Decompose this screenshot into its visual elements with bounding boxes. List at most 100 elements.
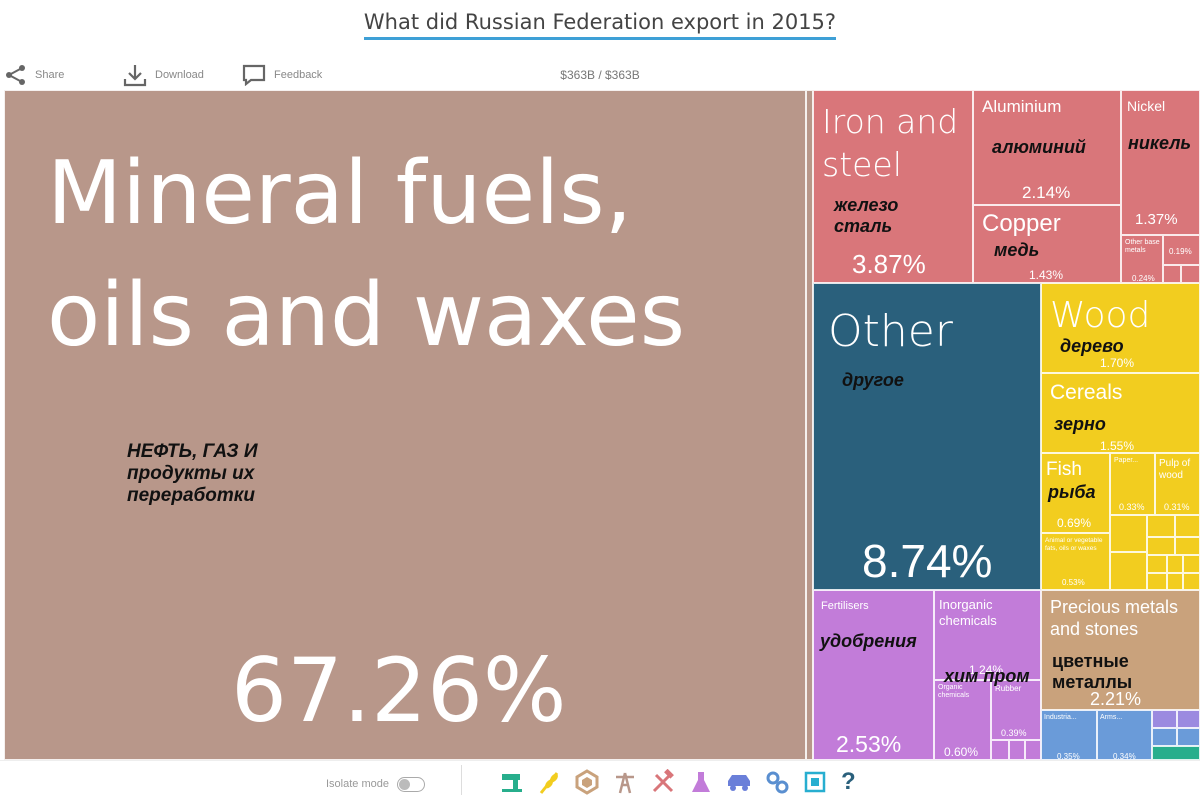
tile-fertilisers-pct: 2.53% (836, 731, 902, 757)
annotation-precious: цветные металлы (1052, 651, 1133, 692)
annotation-iron: железо сталь (834, 195, 899, 236)
transportation-icon[interactable] (726, 769, 752, 795)
share-icon (6, 65, 25, 85)
tile-other-label: Other (828, 306, 953, 357)
annotation-nickel: никель (1128, 133, 1192, 153)
tile-other-base-metals[interactable]: Other base metals 0.24% (1121, 235, 1163, 283)
tile-yellow-11[interactable] (1167, 573, 1183, 590)
tile-purple-small-3[interactable] (1025, 740, 1041, 760)
machines-icon[interactable] (764, 769, 790, 795)
tile-inorganic-chemicals[interactable]: Inorganic chemicals 1.24% (934, 590, 1041, 680)
tile-pulp-wood[interactable]: Pulp of wood 0.31% (1155, 453, 1200, 515)
tile-iron-steel[interactable]: Iron and steel железо сталь 3.87% (813, 90, 973, 283)
tile-industrial-label: Industria... (1044, 714, 1077, 721)
tile-copper-pct: 1.43% (1029, 268, 1064, 282)
tile-arms-pct: 0.34% (1113, 752, 1136, 760)
annotation-fish: рыба (1048, 482, 1096, 502)
tile-pulp-label: Pulp of wood (1159, 458, 1191, 481)
tile-pulp-pct: 0.31% (1164, 502, 1190, 512)
annotation-copper: медь (994, 240, 1040, 260)
feedback-button[interactable]: Feedback (242, 62, 322, 88)
tile-paper[interactable]: Paper... 0.33% (1110, 453, 1155, 515)
tile-wood[interactable]: Wood дерево 1.70% (1041, 283, 1200, 373)
tile-nickel[interactable]: Nickel никель 1.37% (1121, 90, 1200, 235)
tile-arms-label: Arms... (1100, 714, 1123, 721)
tile-fish[interactable]: Fish рыба 0.69% (1041, 453, 1110, 533)
tile-yellow-1[interactable] (1110, 515, 1147, 552)
tile-yellow-6[interactable] (1110, 552, 1147, 590)
export-total: $363B / $363B (560, 68, 640, 82)
tile-small-metal[interactable]: 0.19% (1163, 235, 1200, 265)
tile-yellow-3[interactable] (1175, 515, 1200, 537)
tile-wood-label: Wood (1050, 295, 1151, 336)
tile-aluminium-pct: 2.14% (1022, 183, 1071, 202)
tile-animal-fats[interactable]: Animal or vegetable fats, oils or waxes … (1041, 533, 1110, 590)
tile-yellow-2[interactable] (1147, 515, 1175, 537)
tile-purple-small-2[interactable] (1009, 740, 1025, 760)
tile-yellow-4[interactable] (1147, 537, 1175, 555)
tile-yellow-8[interactable] (1167, 555, 1183, 573)
tile-other[interactable]: Other другое 8.74% (813, 283, 1041, 590)
tile-organic-chemicals[interactable]: Organic chemicals 0.60% (934, 680, 991, 760)
tile-fertilisers[interactable]: Fertilisers удобрения 2.53% (813, 590, 934, 760)
tile-cereals-pct: 1.55% (1100, 439, 1135, 453)
annotation-other: другое (842, 370, 904, 390)
download-icon (123, 65, 147, 87)
tile-purple-light-2[interactable] (1177, 710, 1200, 728)
tile-iron-steel-pct: 3.87% (852, 249, 926, 279)
tile-precious-label: Precious metals and stones (1050, 597, 1179, 639)
tile-organic-pct: 0.60% (944, 745, 979, 759)
annotation-mineral: НЕФТЬ, ГАЗ И продукты их переработки (127, 441, 258, 506)
tile-yellow-5[interactable] (1175, 537, 1200, 555)
tile-blue-small-1[interactable] (1152, 728, 1177, 746)
tile-inorganic-pct: 1.24% (969, 663, 1004, 677)
tile-cereals[interactable]: Cereals зерно 1.55% (1041, 373, 1200, 453)
annotation-inorganic: хим пром (944, 666, 1030, 686)
tile-aluminium[interactable]: Aluminium алюминий 2.14% (973, 90, 1121, 205)
textiles-icon[interactable] (499, 769, 525, 795)
tile-industrial[interactable]: Industria... 0.35% (1041, 710, 1097, 760)
tile-rubber[interactable]: Rubber 0.39% (991, 680, 1041, 740)
tile-wood-pct: 1.70% (1100, 356, 1135, 370)
tile-small-metal-3[interactable] (1181, 265, 1200, 283)
tile-thin-strip[interactable] (806, 90, 813, 760)
chemicals-icon[interactable] (688, 769, 714, 795)
tile-paper-label: Paper... (1114, 457, 1139, 464)
tile-cereals-label: Cereals (1050, 381, 1123, 404)
tile-fertilisers-label: Fertilisers (821, 600, 869, 612)
metals-icon[interactable] (650, 768, 676, 795)
tile-arms[interactable]: Arms... 0.34% (1097, 710, 1152, 760)
tile-precious-metals[interactable]: Precious metals and stones цветные метал… (1041, 590, 1200, 710)
help-icon[interactable]: ? (841, 768, 856, 795)
tile-purple-small-1[interactable] (991, 740, 1009, 760)
annotation-cereals: зерно (1054, 414, 1106, 434)
tile-other-base-label: Other base metals (1125, 239, 1160, 255)
tile-copper[interactable]: Copper медь 1.43% (973, 205, 1121, 283)
tile-yellow-10[interactable] (1147, 573, 1167, 590)
tile-yellow-12[interactable] (1183, 573, 1200, 590)
tile-animal-fats-pct: 0.53% (1062, 578, 1085, 587)
tile-purple-light-1[interactable] (1152, 710, 1177, 728)
annotation-wood: дерево (1060, 336, 1124, 356)
tile-industrial-pct: 0.35% (1057, 752, 1080, 760)
tile-small-metal-2[interactable] (1163, 265, 1181, 283)
electronics-icon[interactable] (802, 769, 828, 795)
vegetable-products-icon[interactable] (537, 769, 563, 795)
tile-mineral-fuels-pct: 67.26% (231, 639, 567, 742)
minerals-icon[interactable] (612, 769, 638, 795)
tile-inorganic-label: Inorganic chemicals (939, 597, 997, 628)
tile-yellow-7[interactable] (1147, 555, 1167, 573)
download-button[interactable]: Download (123, 62, 204, 88)
tile-fish-pct: 0.69% (1057, 516, 1092, 530)
tile-mineral-fuels[interactable]: Mineral fuels, oils and waxes НЕФТЬ, ГАЗ… (4, 90, 806, 760)
share-label: Share (35, 69, 65, 81)
share-button[interactable]: Share (5, 62, 64, 88)
tile-organic-label: Organic chemicals (938, 684, 970, 700)
tile-yellow-9[interactable] (1183, 555, 1200, 573)
tile-teal-small[interactable] (1152, 746, 1200, 760)
stone-glass-icon[interactable] (574, 769, 600, 795)
tile-small-metal-pct: 0.19% (1169, 247, 1192, 256)
tile-blue-small-2[interactable] (1177, 728, 1200, 746)
download-label: Download (155, 69, 204, 81)
isolate-mode-toggle[interactable] (397, 777, 425, 792)
